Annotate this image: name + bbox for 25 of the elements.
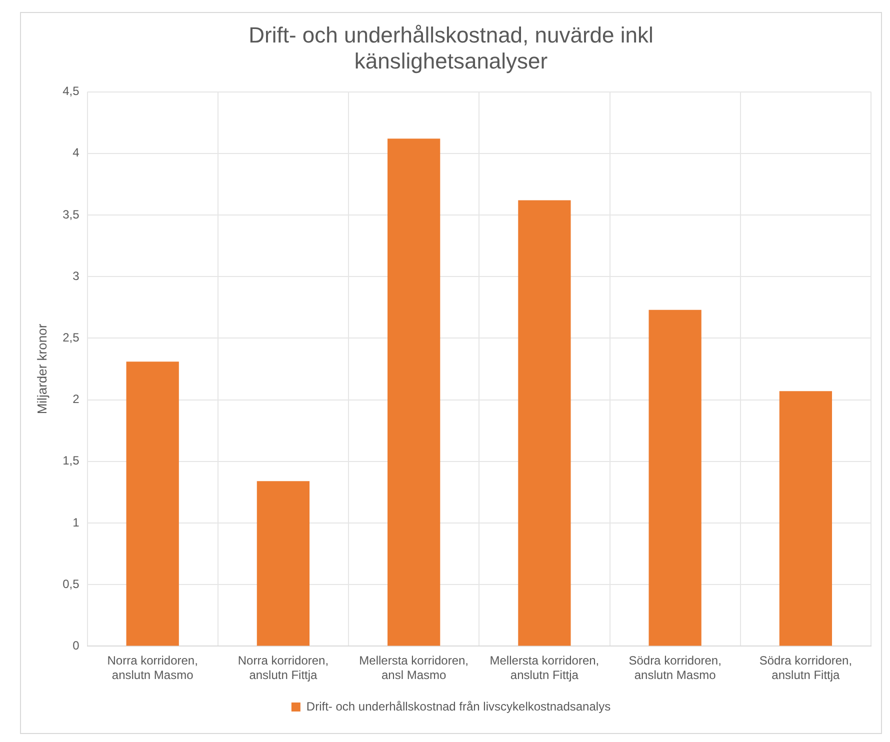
y-tick-label: 3 <box>72 268 80 283</box>
x-tick-label: Mellersta korridoren, anslutn Fittja <box>490 654 600 682</box>
bar <box>126 362 179 646</box>
legend-label: Drift- och underhållskostnad från livscykelkostnadsanalys <box>306 699 611 714</box>
y-tick-label: 2 <box>72 392 80 406</box>
x-tick-label: Södra korridoren, anslutn Masmo <box>628 654 722 682</box>
y-tick-label: 1,5 <box>62 454 80 468</box>
y-tick-label: 4,5 <box>62 84 80 98</box>
bar <box>256 481 310 646</box>
bar <box>779 391 832 646</box>
x-tick-label: Norra korridoren, anslutn Fittja <box>238 654 329 682</box>
bar <box>388 138 440 646</box>
y-tick-label: 2,5 <box>62 330 80 345</box>
y-tick-label: 3,5 <box>62 207 80 222</box>
x-tick-label: Mellersta korridoren, ansl Masmo <box>359 654 469 682</box>
y-tick-label: 4 <box>72 146 80 160</box>
bar <box>648 310 702 646</box>
chart-title: Drift- och underhållskostnad, nuvärde inkl känslighetsanalyser <box>248 22 654 74</box>
x-tick-label: Södra korridoren, anslutn Fittja <box>759 654 852 682</box>
y-tick-label: 0,5 <box>62 576 80 591</box>
x-tick-label: Norra korridoren, anslutn Masmo <box>107 654 198 682</box>
y-tick-label: 1 <box>72 515 80 530</box>
y-tick-label: 0 <box>72 638 80 653</box>
y-axis-title: Miljarder kronor <box>34 323 50 414</box>
bar <box>518 200 571 646</box>
